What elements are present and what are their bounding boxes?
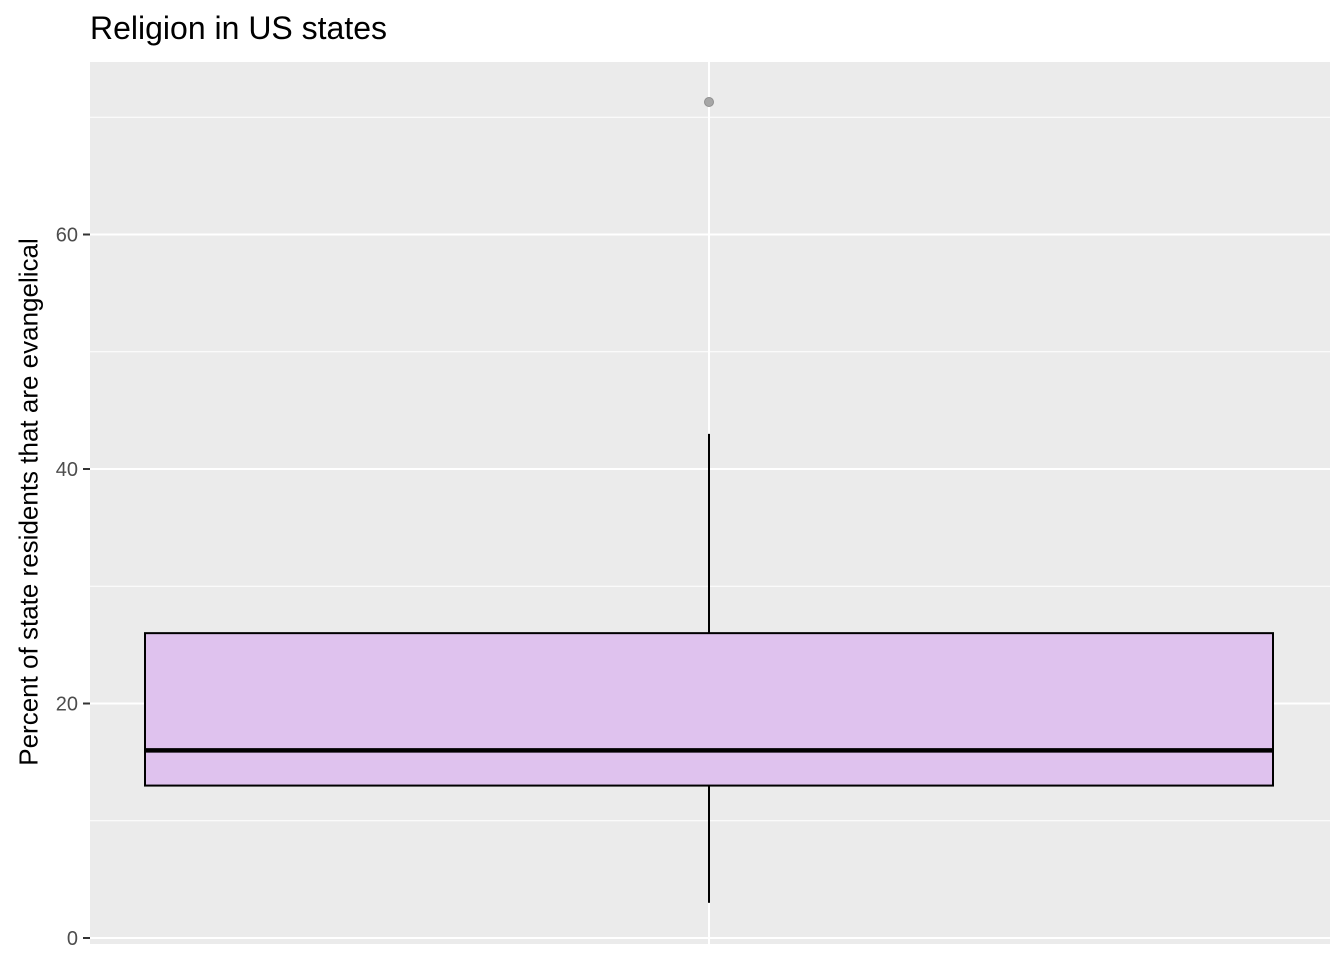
box-iqr bbox=[144, 632, 1274, 787]
y-tick-label: 20 bbox=[56, 694, 78, 716]
chart-title: Religion in US states bbox=[90, 10, 388, 46]
y-tick-label: 0 bbox=[67, 928, 78, 950]
y-tick-label: 40 bbox=[56, 459, 78, 481]
outlier-point bbox=[704, 97, 714, 108]
y-tick-label: 60 bbox=[56, 225, 78, 247]
